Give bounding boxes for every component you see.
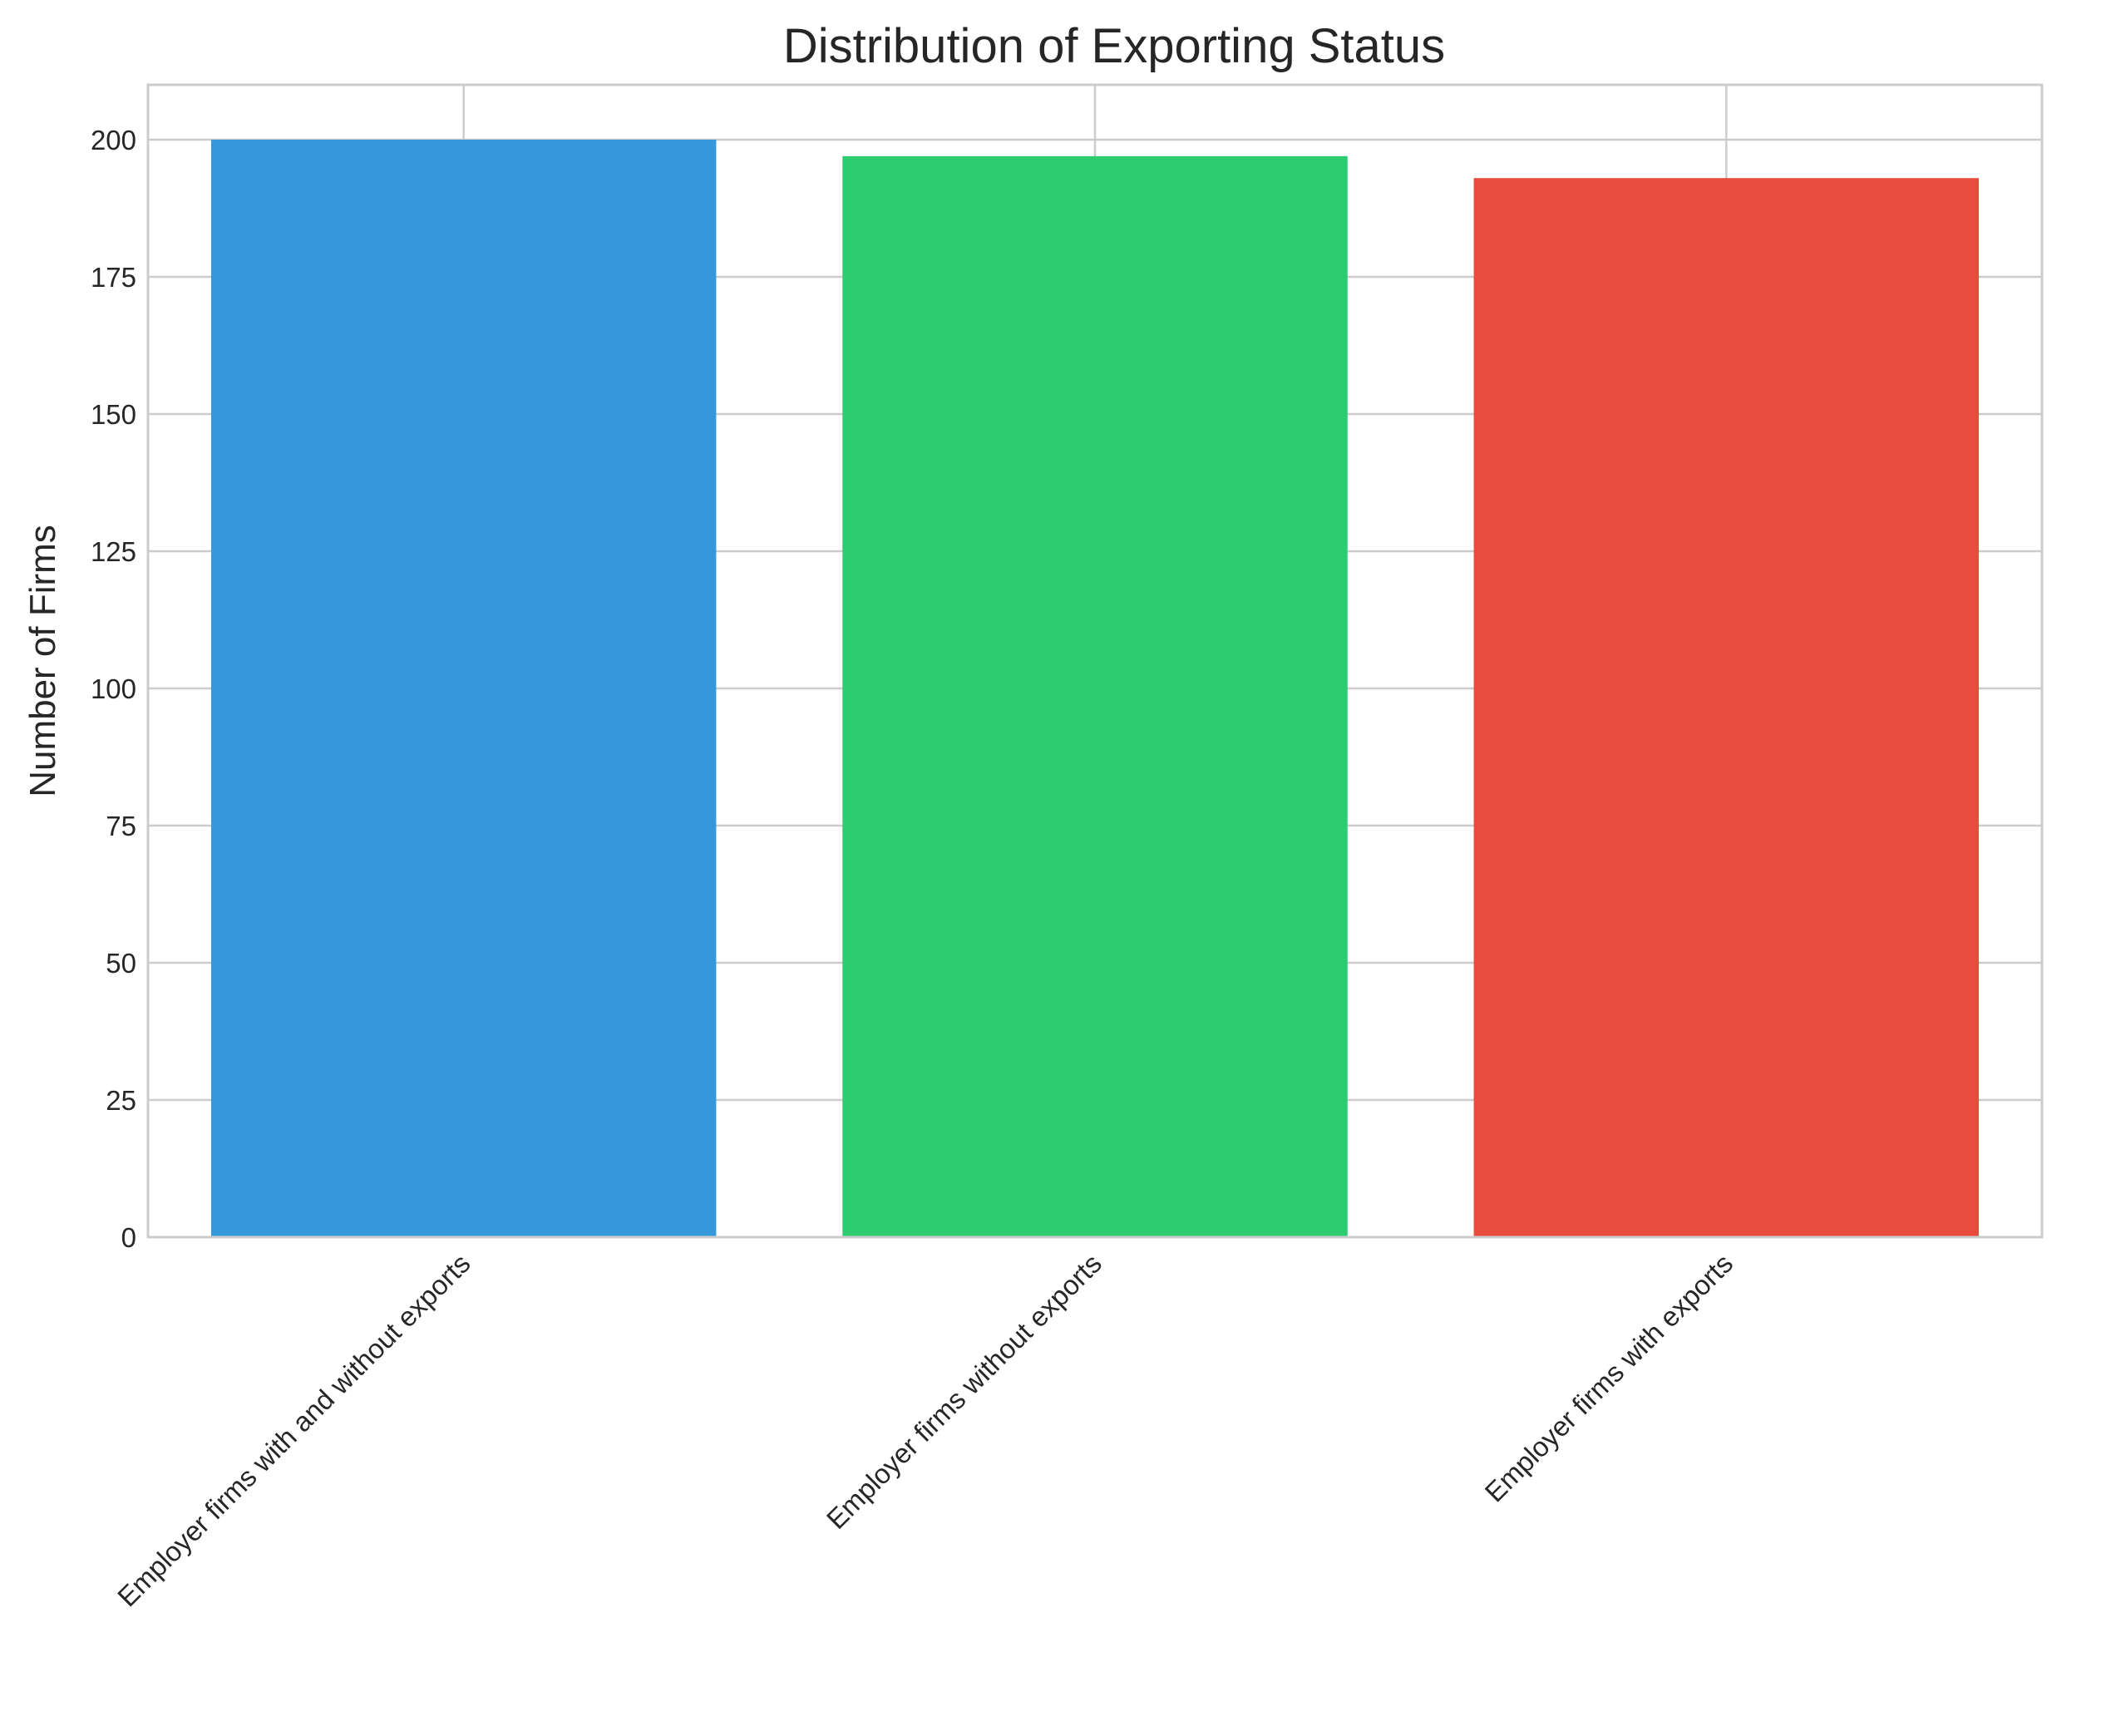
y-tick-label: 125 (91, 536, 136, 567)
chart-title: Distribution of Exporting Status (783, 19, 1445, 73)
axes-frame (146, 83, 2044, 1239)
bar (842, 155, 1348, 1237)
bars (210, 140, 1980, 1238)
bar (1473, 178, 1980, 1238)
y-tick-label: 75 (106, 811, 136, 841)
y-tick-label: 50 (106, 948, 136, 979)
y-axis-ticks: 0 25 50 75 100 125 150 175 200 (91, 125, 136, 1253)
y-tick-label: 25 (106, 1085, 136, 1116)
y-tick-label: 0 (121, 1222, 136, 1253)
bar (210, 140, 717, 1237)
y-tick-label: 175 (91, 262, 136, 293)
y-tick-label: 100 (91, 673, 136, 704)
y-tick-label: 150 (91, 399, 136, 430)
y-axis-label: Number of Firms (22, 525, 63, 797)
y-tick-label: 200 (91, 125, 136, 155)
